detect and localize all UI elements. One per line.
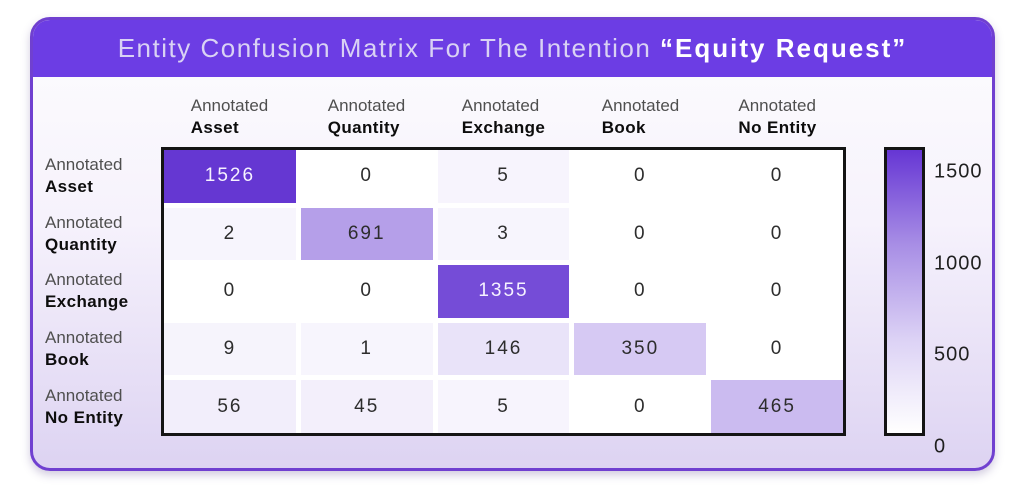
row-label-exchange: Annotated Exchange — [45, 263, 157, 321]
annotated-prefix-label: Annotated — [461, 96, 540, 115]
annotated-prefix-label: Annotated — [45, 328, 123, 348]
row-label-asset: Annotated Asset — [45, 147, 157, 205]
matrix-cell-r2c1: 0 — [300, 265, 433, 318]
entity-name-label: Book — [45, 350, 90, 370]
annotated-prefix-label: Annotated — [45, 270, 123, 290]
colorbar-tick-1000: 1000 — [934, 252, 983, 275]
matrix-cell-r1c4: 0 — [711, 207, 843, 261]
column-header-exchange: Annotated Exchange — [435, 88, 572, 142]
entity-name-label: No Entity — [738, 118, 817, 137]
matrix-cell-r0c2: 5 — [437, 150, 570, 203]
entity-name-label: Book — [601, 118, 646, 137]
entity-name-label: Exchange — [45, 292, 129, 312]
confusion-matrix-grid: 1526 0 5 0 0 2 691 3 0 0 0 0 1355 0 0 9 1 146 350 0 56 45 5 0 46… — [161, 147, 846, 436]
annotated-prefix-label: Annotated — [45, 154, 123, 174]
colorbar-tick-1500: 1500 — [934, 160, 983, 183]
matrix-cell-r3c4: 0 — [711, 322, 843, 376]
colorbar-gradient — [884, 147, 925, 436]
chart-card: Entity Confusion Matrix For The Intentio… — [30, 17, 995, 471]
entity-name-label: Quantity — [327, 118, 400, 137]
matrix-cell-r2c3: 0 — [574, 265, 707, 318]
matrix-cell-r2c4: 0 — [711, 265, 843, 318]
matrix-cell-r4c0: 56 — [164, 380, 296, 433]
matrix-cell-r1c2: 3 — [437, 207, 570, 261]
chart-title-bar: Entity Confusion Matrix For The Intentio… — [33, 20, 992, 77]
matrix-cell-r0c4: 0 — [711, 150, 843, 203]
matrix-cell-r1c1: 691 — [300, 207, 433, 261]
annotated-prefix-label: Annotated — [190, 96, 269, 115]
column-headers: Annotated Asset Annotated Quantity Annotated… — [161, 88, 846, 142]
matrix-cell-r2c2: 1355 — [437, 265, 570, 318]
matrix-cell-r4c4: 465 — [711, 380, 843, 433]
matrix-cell-r0c1: 0 — [300, 150, 433, 203]
entity-name-label: Exchange — [461, 118, 546, 137]
chart-title-regular: Entity Confusion Matrix For The Intentio… — [117, 33, 661, 63]
chart-title-intention: “Equity Request” — [660, 33, 908, 63]
entity-name-label: Quantity — [45, 234, 118, 254]
entity-name-label: Asset — [45, 176, 94, 196]
matrix-cell-r4c3: 0 — [574, 380, 707, 433]
row-labels: Annotated Asset Annotated Quantity Annotated… — [45, 147, 157, 436]
column-header-quantity: Annotated Quantity — [298, 88, 435, 142]
annotated-prefix-label: Annotated — [601, 96, 680, 115]
matrix-cell-r3c3: 350 — [574, 322, 707, 376]
column-header-asset: Annotated Asset — [161, 88, 298, 142]
row-label-quantity: Annotated Quantity — [45, 205, 157, 263]
colorbar-tick-500: 500 — [934, 343, 971, 366]
entity-name-label: Asset — [190, 118, 240, 137]
matrix-cell-r4c1: 45 — [300, 380, 433, 433]
entity-name-label: No Entity — [45, 408, 124, 428]
annotated-prefix-label: Annotated — [327, 96, 406, 115]
matrix-cell-r0c3: 0 — [574, 150, 707, 203]
matrix-cell-r3c2: 146 — [437, 322, 570, 376]
colorbar-ticks: 1500 1000 500 0 — [934, 147, 990, 458]
matrix-cell-r2c0: 0 — [164, 265, 296, 318]
matrix-cell-r3c1: 1 — [300, 322, 433, 376]
row-label-book: Annotated Book — [45, 320, 157, 378]
matrix-cell-r0c0: 1526 — [164, 150, 296, 203]
annotated-prefix-label: Annotated — [45, 386, 123, 406]
column-header-no-entity: Annotated No Entity — [709, 88, 846, 142]
chart-title: Entity Confusion Matrix For The Intentio… — [118, 33, 908, 64]
matrix-cell-r1c0: 2 — [164, 207, 296, 261]
annotated-prefix-label: Annotated — [45, 212, 123, 232]
column-header-book: Annotated Book — [572, 88, 709, 142]
row-label-no-entity: Annotated No Entity — [45, 378, 157, 436]
matrix-cell-r3c0: 9 — [164, 322, 296, 376]
matrix-cell-r1c3: 0 — [574, 207, 707, 261]
matrix-cell-r4c2: 5 — [437, 380, 570, 433]
annotated-prefix-label: Annotated — [738, 96, 816, 115]
colorbar-tick-0: 0 — [934, 435, 947, 458]
